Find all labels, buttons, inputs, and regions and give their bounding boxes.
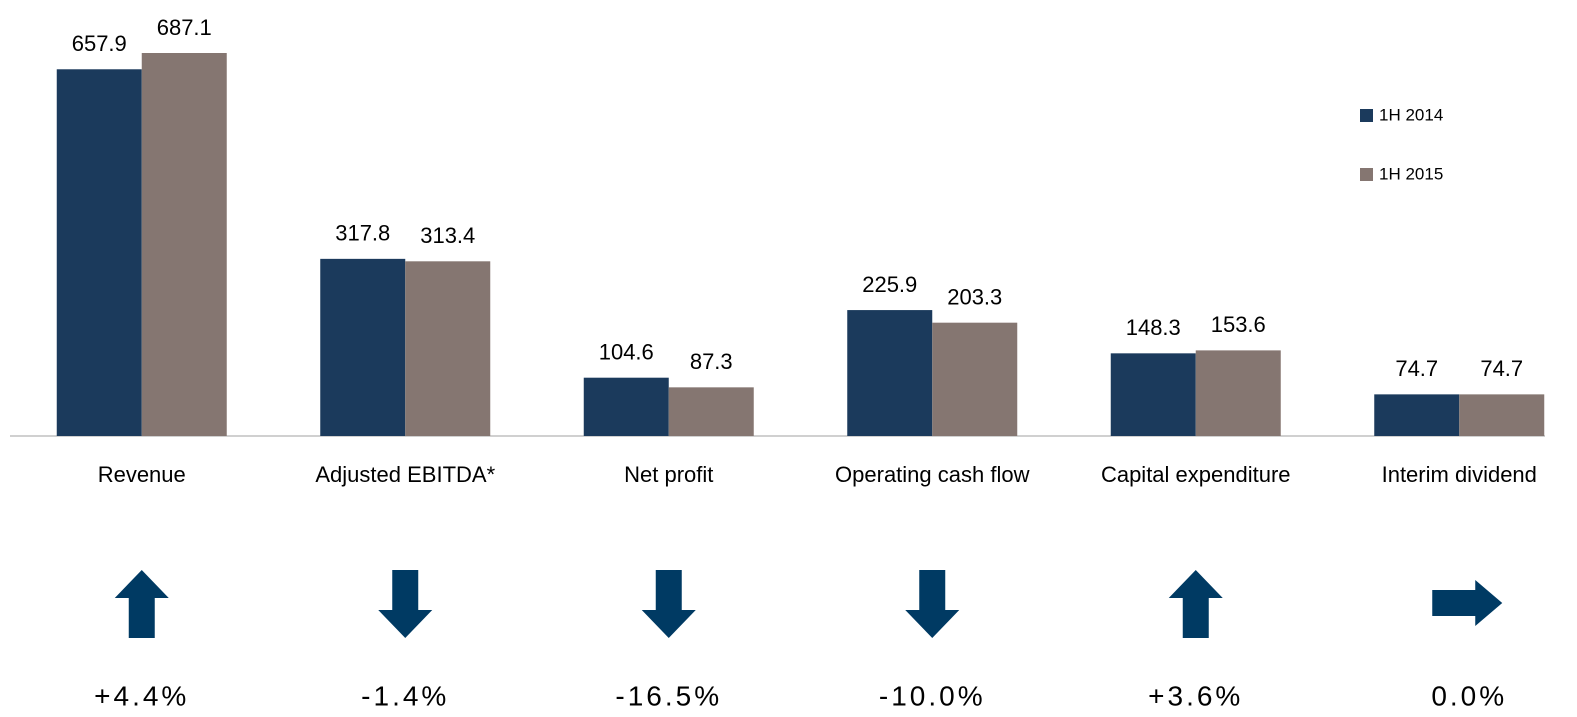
x-tick-label: Capital expenditure — [1101, 462, 1291, 487]
x-tick-label: Net profit — [624, 462, 713, 487]
value-label: 74.7 — [1480, 356, 1523, 381]
legend-label: 1H 2015 — [1379, 164, 1443, 183]
change-label: 0.0% — [1431, 680, 1507, 711]
legend-swatch — [1360, 109, 1373, 122]
change-arrow — [114, 570, 169, 638]
change-arrow — [905, 570, 960, 638]
bar — [405, 261, 491, 436]
legend-label: 1H 2014 — [1379, 105, 1443, 124]
bar — [847, 310, 933, 436]
legend-swatch — [1360, 168, 1373, 181]
value-label: 657.9 — [72, 31, 127, 56]
bar — [320, 258, 406, 436]
bar — [1110, 353, 1196, 436]
value-label: 148.3 — [1126, 315, 1181, 340]
change-arrow — [1168, 570, 1223, 638]
bar — [668, 387, 754, 436]
value-label: 317.8 — [335, 221, 390, 246]
change-arrow — [641, 570, 696, 638]
change-label: +3.6% — [1148, 680, 1243, 711]
change-label: -10.0% — [879, 680, 986, 711]
bar — [932, 322, 1018, 436]
x-tick-label: Revenue — [98, 462, 186, 487]
bar — [583, 377, 669, 436]
change-label: +4.4% — [94, 680, 189, 711]
change-arrow — [378, 570, 433, 638]
value-label: 153.6 — [1211, 312, 1266, 337]
bar — [141, 53, 227, 436]
value-label: 225.9 — [862, 272, 917, 297]
bar — [1459, 394, 1545, 436]
value-label: 203.3 — [947, 284, 1002, 309]
bar — [1195, 350, 1281, 436]
x-tick-label: Operating cash flow — [835, 462, 1030, 487]
change-label: -1.4% — [361, 680, 449, 711]
change-label: -16.5% — [615, 680, 722, 711]
x-tick-label: Adjusted EBITDA* — [315, 462, 495, 487]
change-arrow — [1432, 580, 1503, 626]
bar — [1374, 394, 1460, 436]
value-label: 687.1 — [157, 15, 212, 40]
value-label: 74.7 — [1395, 356, 1438, 381]
value-label: 313.4 — [420, 223, 475, 248]
value-label: 87.3 — [690, 349, 733, 374]
value-label: 104.6 — [599, 340, 654, 365]
x-tick-label: Interim dividend — [1382, 462, 1537, 487]
bar — [56, 69, 142, 437]
